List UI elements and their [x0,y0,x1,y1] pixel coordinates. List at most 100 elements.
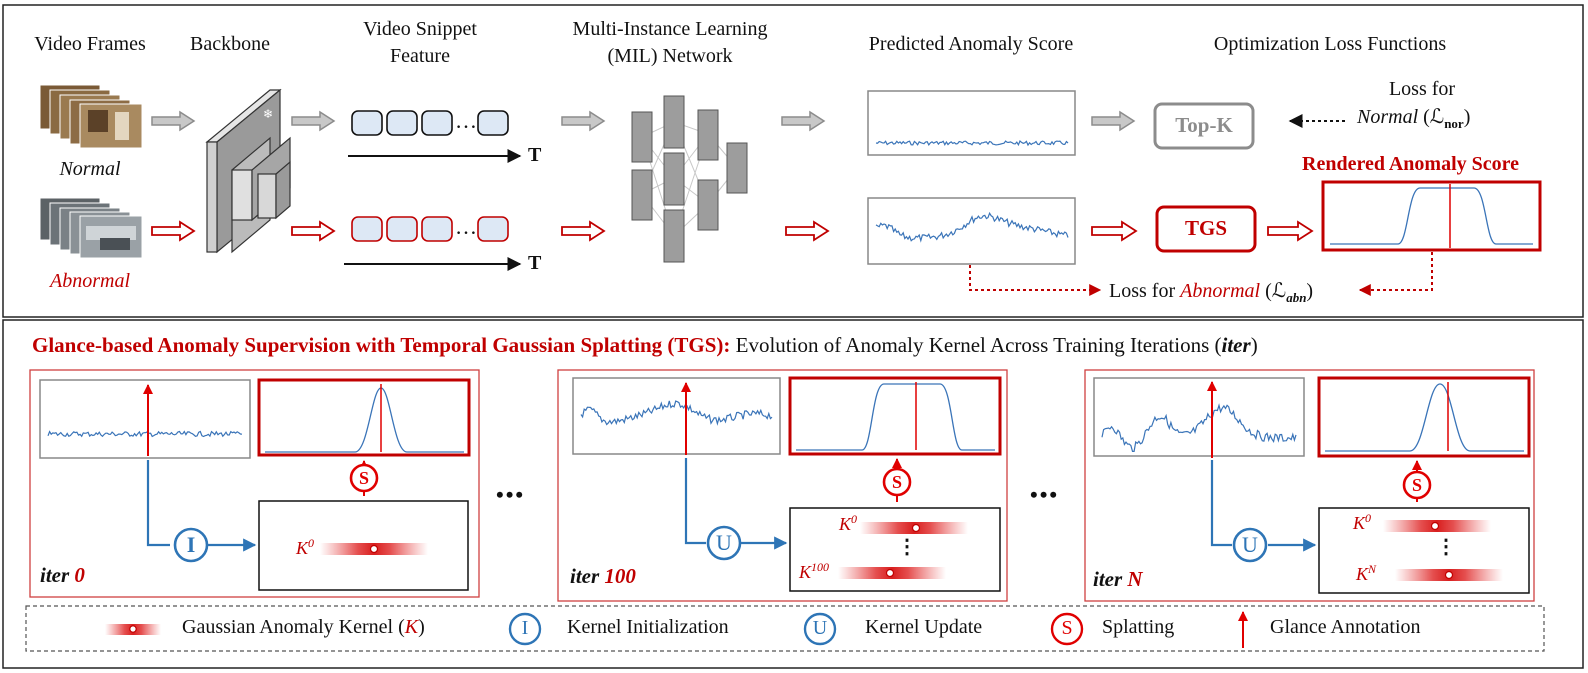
feature-cell [477,110,509,136]
kernel-label: KN [1356,562,1376,585]
iter-n-signal [1101,403,1297,452]
legend-splat-text: Splatting [1102,616,1175,638]
kernel-sup: N [1368,562,1377,576]
gray-arrow [1091,110,1136,132]
kernel-sup: 0 [851,512,858,526]
kernel-letter: K [839,514,852,534]
label-video-frames: Video Frames [34,33,146,55]
label-mil-line2: (MIL) Network [607,45,733,67]
feature-cell [386,216,418,242]
iter-word: iter [570,564,600,588]
kernel-sup: 100 [811,560,830,574]
legend-update-letter: U [812,617,828,639]
tgs-box [1155,205,1257,253]
kernel-letter: K [1353,513,1366,533]
label-backbone: Backbone [190,33,270,55]
feature-cell [421,216,453,242]
rendered-score-box [1321,180,1542,252]
topk-box [1153,102,1255,150]
iter-word: iter [40,563,70,587]
iter-word: iter [1093,567,1123,591]
normal-loss-word: Normal [1357,106,1419,128]
red-arrow [151,220,196,242]
loss-subscript: abn [1286,290,1307,305]
kernel-letter: K [1356,564,1369,584]
normal-snippet-features [351,110,509,136]
iter-100-score-box [572,377,781,455]
iter-0-panel [29,369,480,598]
legend-frame [25,605,1545,652]
flow-line [146,460,170,547]
title-iter: iter [1221,333,1251,357]
abnormal-score-signal [875,211,1069,243]
legend-update-text: Kernel Update [865,616,983,638]
iter-100-kernel-box [789,507,1001,592]
feature-cell [351,110,383,136]
iter-n-label: iter N [1093,567,1143,592]
iter-value: 0 [74,563,85,587]
kernel-letter: K [799,562,812,582]
feature-ellipsis: … [455,214,477,239]
iter-n-panel [1084,369,1535,602]
splat-letter: S [891,472,902,492]
label-mil-line1: Multi-Instance Learning [572,18,768,40]
iter-100-signal [580,400,773,426]
abnormal-flow-arrows [151,220,1314,242]
iter-0-label: iter 0 [40,563,85,588]
normal-loss-label: Normal (ℒnor) [1357,104,1470,132]
feature-cell [351,216,383,242]
legend-splat-icon [1050,612,1084,646]
splatting-icon [349,463,379,493]
kernel-label: K100 [799,560,829,583]
feature-ellipsis: … [455,108,477,133]
abnormal-loss-label: Loss for Abnormal (ℒabn) [1109,278,1313,306]
label-abnormal: Abnormal [50,270,130,292]
loss-subscript: nor [1444,116,1464,131]
bottom-section-frame [2,319,1584,669]
title-close: ) [1250,333,1258,357]
label-optimization: Optimization Loss Functions [1213,33,1447,55]
op-letter: U [716,530,732,555]
flow-line [1210,460,1232,547]
loss-for-label: Loss for [1388,78,1456,100]
legend-glance-text: Glance Annotation [1270,616,1421,638]
iter-0-score-box [39,379,251,459]
legend-init-letter: I [521,617,529,639]
iter-100-rendered-box [788,376,1002,456]
iter-100-label: iter 100 [570,564,636,589]
iter-n-rendered-box [1317,376,1531,458]
splatting-icon [882,467,912,497]
legend-kernel-text: Gaussian Anomaly Kernel (K) [182,616,425,639]
abnormal-snippet-features [351,216,509,242]
red-arrow [785,220,830,242]
between-panels-dots: ••• [496,482,526,507]
iter-0-rendered-box [257,378,471,457]
legend-kernel-prefix: Gaussian Anomaly Kernel ( [182,616,405,638]
gray-arrow [151,110,196,132]
iter-0-signal [47,430,243,438]
red-arrow [561,220,606,242]
label-snippet-line1: Video Snippet [363,18,477,40]
gray-arrow [561,110,606,132]
topk-label: Top-K [1175,113,1233,137]
kernel-label: K0 [296,536,314,559]
iter-100-rendered-curve [796,383,995,451]
red-arrow [1267,220,1314,242]
normal-score-box [867,90,1076,156]
abnormal-video-frames-icon [39,197,143,259]
backbone-network-icon: ❄ [205,88,291,254]
label-normal: Normal [59,158,121,180]
kernel-init-icon [173,527,209,563]
kernel-sup: 0 [1365,511,1372,525]
tgs-label: TGS [1184,216,1228,240]
red-arrow [1091,220,1138,242]
top-section-frame [2,4,1584,318]
vertical-ellipsis: ⋮ [897,536,917,558]
legend-init-text: Kernel Initialization [567,616,729,638]
time-axis-label: T [528,144,542,166]
kernel-label: K0 [1353,511,1371,534]
legend-kernel-close: ) [418,616,425,638]
abnormal-score-box [867,197,1076,265]
red-arrow [291,220,336,242]
